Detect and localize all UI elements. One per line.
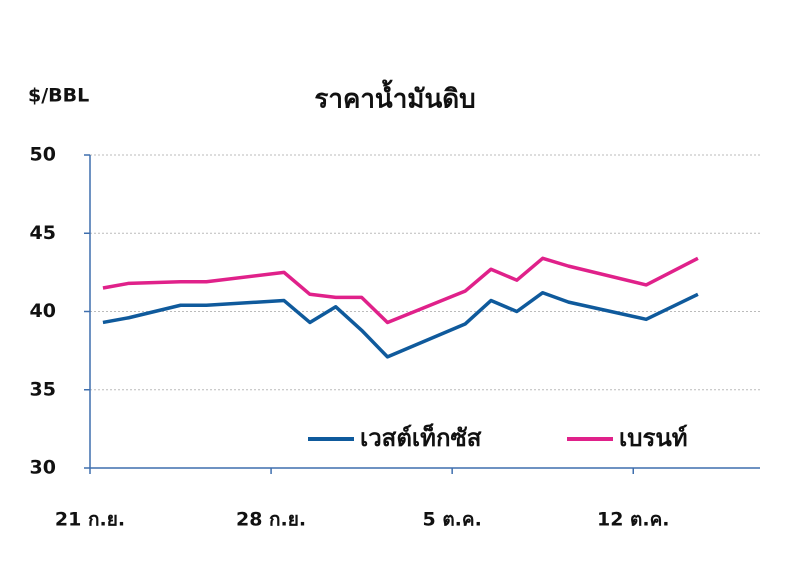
y-tick-label: 30 — [30, 457, 56, 479]
x-tick-label: 5 ต.ค. — [422, 509, 481, 531]
x-tick-label: 21 ก.ย. — [55, 509, 125, 531]
legend-label: เวสต์เท็กซัส — [360, 423, 482, 452]
chart-title: ราคาน้ำมันดิบ — [314, 79, 475, 115]
y-tick-label: 40 — [30, 300, 56, 322]
y-tick-label: 45 — [30, 222, 56, 244]
y-tick-label: 35 — [30, 378, 56, 400]
legend-label: เบรนท์ — [619, 424, 688, 452]
series-line — [102, 256, 699, 325]
x-tick-label: 28 ก.ย. — [236, 509, 306, 531]
series-line — [102, 290, 699, 359]
y-tick-label: 50 — [30, 144, 56, 166]
y-axis-label: $/BBL — [28, 85, 89, 107]
x-tick-label: 12 ต.ค. — [597, 509, 670, 531]
